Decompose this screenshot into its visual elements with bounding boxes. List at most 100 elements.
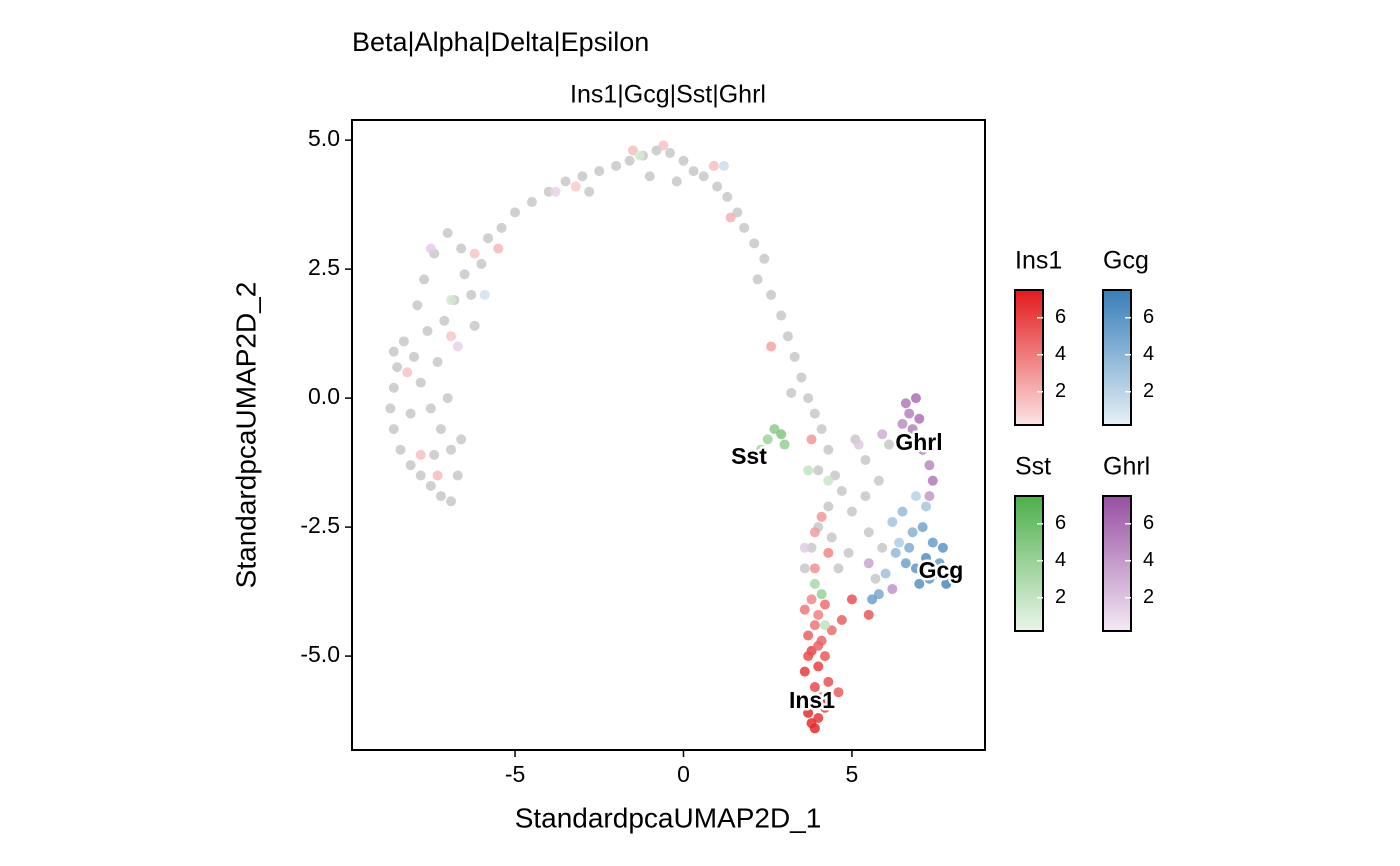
point [678,155,689,166]
point [880,568,891,579]
point [398,336,409,347]
point [819,620,830,631]
point [806,434,817,445]
point [910,491,921,502]
color-bar-tick-label: 2 [1055,380,1066,402]
point [392,362,403,373]
point [813,640,824,651]
point [846,506,857,517]
point [577,171,588,182]
point [752,274,763,285]
point [833,687,844,698]
x-axis-title: StandardpcaUMAP2D_1 [515,802,822,833]
point [823,501,834,512]
point [816,424,827,435]
point [819,651,830,662]
point [385,403,396,414]
point [813,713,824,724]
color-bar-tick-label: 4 [1143,343,1154,365]
chart-title: Beta|Alpha|Delta|Epsilon [352,27,649,57]
point [941,578,952,589]
point [863,527,874,538]
point [550,186,561,197]
point [476,258,487,269]
point [900,398,911,409]
point [799,542,810,553]
point [836,614,847,625]
point [469,320,480,331]
point [809,527,820,538]
point [755,444,766,455]
point [809,578,820,589]
point [799,666,810,677]
point [887,584,898,595]
point [921,553,932,564]
y-tick-label: -5.0 [300,641,340,667]
color-bar-tick-label: 2 [1143,380,1154,402]
point [803,630,814,641]
point [904,542,915,553]
point [526,197,537,208]
point [826,625,837,636]
point [725,212,736,223]
color-bar [1014,495,1044,632]
point [732,207,743,218]
point [823,475,834,486]
point [634,150,645,161]
point [813,609,824,620]
point [789,351,800,362]
plot-frame [351,119,986,751]
point [456,243,467,254]
point [611,160,622,171]
point [762,434,773,445]
point [425,243,436,254]
point [483,233,494,244]
cluster-label: Ghrl [895,429,942,455]
point [584,186,595,197]
legend-title: Ghrl [1103,453,1150,481]
point [688,166,699,177]
point [927,537,938,548]
point [432,356,443,367]
point [459,269,470,280]
y-tick-label: 0.0 [308,383,340,409]
point [921,501,932,512]
point [809,563,820,574]
point [833,563,844,574]
point [937,542,948,553]
point [806,594,817,605]
point [819,599,830,610]
cluster-label: Ins1 [789,687,835,713]
point [651,145,662,156]
point [924,491,935,502]
point [809,620,820,631]
point [435,424,446,435]
point [816,589,827,600]
point [910,393,921,404]
y-axis-title: StandardpcaUMAP2D_2 [230,282,261,589]
point [873,589,884,600]
legend-title: Sst [1015,453,1051,481]
point [594,166,605,177]
point [665,148,676,159]
point [914,413,925,424]
color-bar [1102,495,1132,632]
point [890,547,901,558]
point [432,470,443,481]
point [415,377,426,388]
cluster-label: Sst [731,443,767,469]
point [452,470,463,481]
point [429,449,440,460]
point [627,145,638,156]
point [877,429,888,440]
point [914,578,925,589]
point [809,408,820,419]
point [570,181,581,192]
point [897,506,908,517]
point [560,176,571,187]
point [452,341,463,352]
color-bar-tick-label: 6 [1055,512,1066,534]
color-bar [1102,289,1132,426]
point [931,568,942,579]
point [510,207,521,218]
